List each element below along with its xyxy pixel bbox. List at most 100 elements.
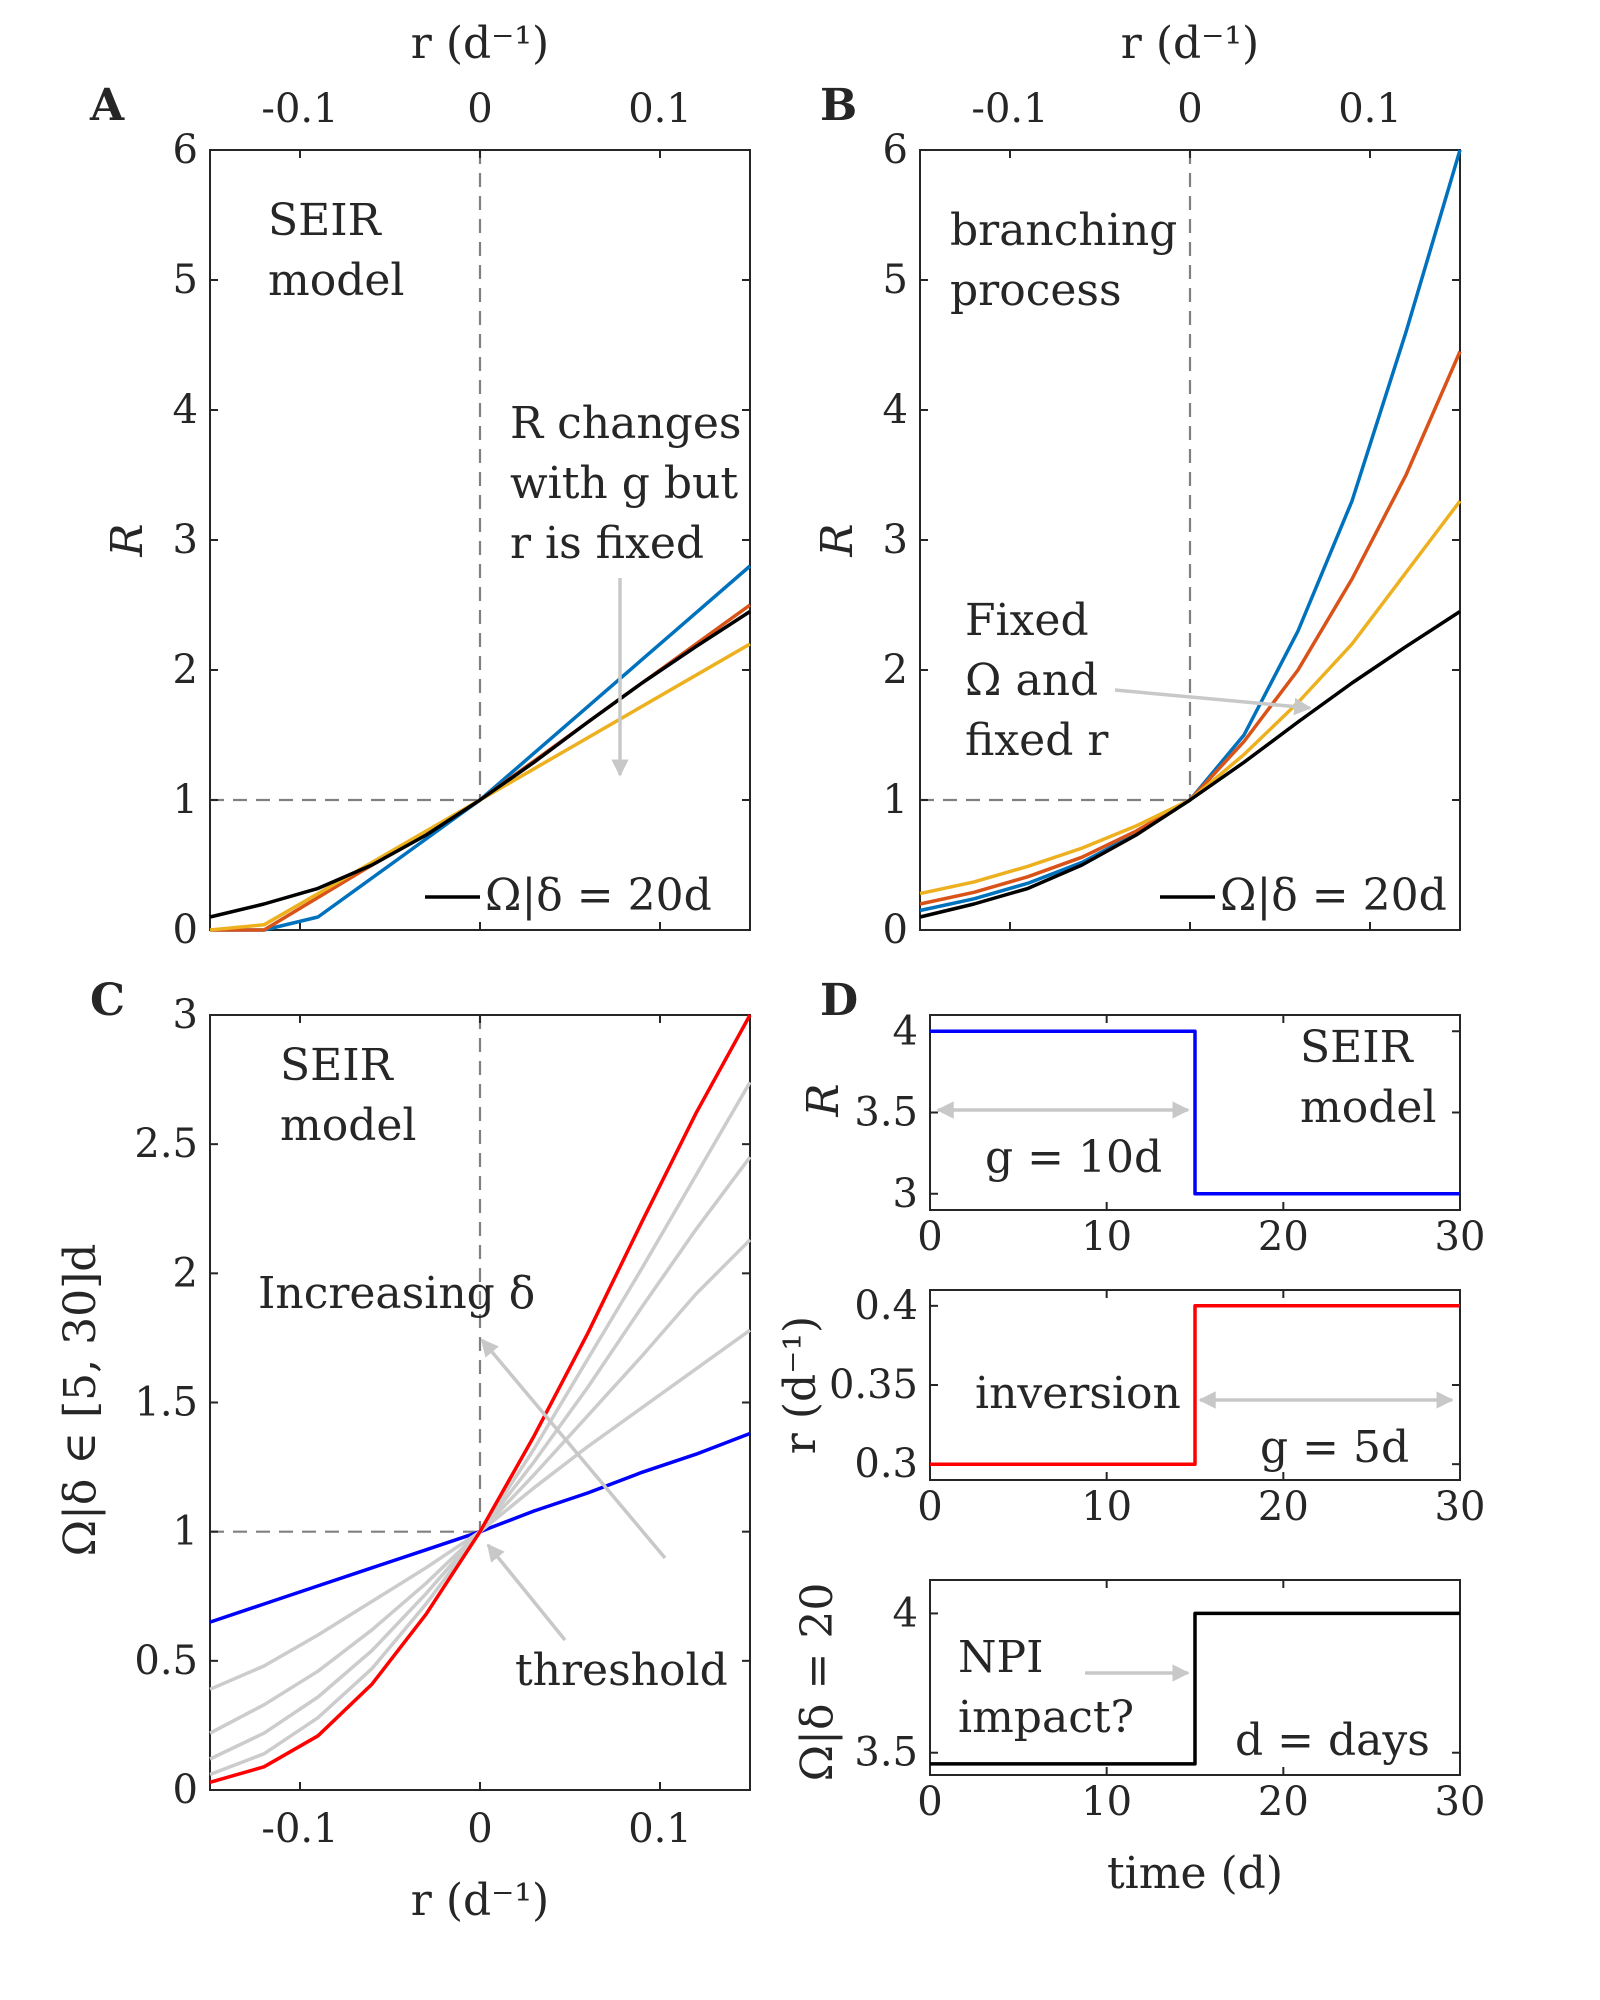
y-tick-label-a-3: 3 xyxy=(173,517,198,563)
annotation-b-line3: fixed r xyxy=(965,715,1109,766)
annotation-days: d = days xyxy=(1235,1715,1430,1766)
annotation-threshold: threshold xyxy=(515,1645,728,1696)
x-tick-label-d3-3: 30 xyxy=(1435,1779,1486,1825)
annotation-a-line1: R changes xyxy=(510,398,741,449)
x-tick-label-d2-3: 30 xyxy=(1435,1484,1486,1530)
series-line-d3-0 xyxy=(930,1611,1460,1766)
x-tick-label-c-2: 0.1 xyxy=(628,1806,692,1852)
plot-area-d1: 3 3.5 4 0 10 20 30 xyxy=(854,1008,1485,1260)
y-axis-label-d3: Ω|δ = 20 xyxy=(792,1583,843,1782)
y-tick-label-a-4: 4 xyxy=(173,387,198,433)
series-line-c-5 xyxy=(209,1014,752,1784)
x-tick-label-d1-2: 20 xyxy=(1258,1214,1309,1260)
annotation-npi-line1: NPI xyxy=(958,1632,1044,1683)
annotation-a-line2: with g but xyxy=(510,458,738,509)
y-tick-label-c-0: 0 xyxy=(173,1767,198,1813)
top-axis-label-b: r (d⁻¹) xyxy=(1121,18,1259,69)
x-tick-label-d3-1: 10 xyxy=(1081,1779,1132,1825)
y-tick-label-b-0: 0 xyxy=(883,907,908,953)
top-axis-label-a: r (d⁻¹) xyxy=(411,18,549,69)
x-tick-label-d3-2: 20 xyxy=(1258,1779,1309,1825)
legend-label-a: Ω|δ = 20d xyxy=(485,870,712,921)
y-tick-label-d1-2: 4 xyxy=(893,1008,918,1054)
x-axis-label-c: r (d⁻¹) xyxy=(411,1875,549,1926)
annotation-npi-line2: impact? xyxy=(958,1692,1134,1743)
x-tick-label-c-1: 0 xyxy=(467,1806,492,1852)
panel-letter-d: D xyxy=(820,975,858,1026)
legend-label-b: Ω|δ = 20d xyxy=(1220,870,1447,921)
x-tick-label-b-2: 0.1 xyxy=(1338,86,1402,132)
threshold-arrow xyxy=(486,1543,567,1642)
plot-area-d3: 3.5 4 0 10 20 30 xyxy=(854,1580,1485,1825)
x-tick-label-d2-2: 20 xyxy=(1258,1484,1309,1530)
annotation-g1: g = 10d xyxy=(985,1132,1162,1183)
x-tick-label-d1-1: 10 xyxy=(1081,1214,1132,1260)
annotation-b-line2: Ω and xyxy=(965,655,1098,706)
model-label-c-line2: model xyxy=(280,1100,417,1151)
model-label-d-line2: model xyxy=(1300,1082,1437,1133)
y-tick-label-d1-1: 3.5 xyxy=(854,1090,918,1136)
series-line-d1-0 xyxy=(930,1029,1460,1196)
y-tick-label-d3-1: 4 xyxy=(893,1590,918,1636)
panel-letter-c: C xyxy=(90,975,125,1026)
panel-letter-b: B xyxy=(820,80,857,131)
y-axis-label-a: R xyxy=(102,523,153,557)
x-tick-label-c-0: -0.1 xyxy=(261,1806,338,1852)
annotation-inversion: inversion xyxy=(975,1368,1181,1419)
model-label-d-line1: SEIR xyxy=(1300,1022,1415,1073)
x-tick-label-b-1: 0 xyxy=(1177,86,1202,132)
y-tick-label-c-2: 1 xyxy=(173,1509,198,1555)
panel-b: 0 1 2 3 4 5 6 -0.1 0 0.1 r (d⁻¹) R branching proc… xyxy=(812,18,1462,953)
series-line-a-3 xyxy=(209,610,751,919)
series-line-d2-0 xyxy=(930,1304,1460,1466)
y-tick-label-d3-0: 3.5 xyxy=(854,1730,918,1776)
x-tick-label-d1-0: 0 xyxy=(917,1214,942,1260)
x-tick-label-a-0: -0.1 xyxy=(261,86,338,132)
plot-area-d2: 0.3 0.35 0.4 0 10 20 30 xyxy=(829,1283,1486,1530)
y-tick-label-c-6: 3 xyxy=(173,992,198,1038)
x-tick-label-a-1: 0 xyxy=(467,86,492,132)
y-tick-label-d1-0: 3 xyxy=(893,1171,918,1217)
panel-d: 33.540 10 20 30 R SEIR model g = 10d 0.30.3… xyxy=(775,1008,1485,1899)
plot-area-a: 0 1 2 3 4 5 6 -0.1 0 0.1 xyxy=(173,86,752,953)
y-tick-label-b-6: 6 xyxy=(883,127,908,173)
y-tick-label-b-5: 5 xyxy=(883,257,908,303)
y-tick-label-d2-2: 0.4 xyxy=(854,1283,918,1329)
y-axis-label-d2: r (d⁻¹) xyxy=(775,1316,826,1454)
plot-area-c: 0 0.5 1 1.5 2 2.5 3 -0.1 0 0.1 xyxy=(134,992,752,1852)
x-tick-label-d1-3: 30 xyxy=(1435,1214,1486,1260)
y-axis-label-b: R xyxy=(812,523,863,557)
x-tick-label-a-2: 0.1 xyxy=(628,86,692,132)
annotation-b-line1: Fixed xyxy=(965,595,1089,646)
model-label-b-line2: process xyxy=(950,265,1122,316)
y-tick-label-c-1: 0.5 xyxy=(134,1638,198,1684)
x-axis-label-d: time (d) xyxy=(1107,1848,1283,1899)
y-axis-label-d1: R xyxy=(798,1083,849,1117)
plot-area-b: 0 1 2 3 4 5 6 -0.1 0 0.1 xyxy=(883,86,1462,953)
annotation-g2: g = 5d xyxy=(1260,1422,1409,1473)
y-tick-label-a-5: 5 xyxy=(173,257,198,303)
model-label-b-line1: branching xyxy=(950,205,1177,256)
series-line-b-3 xyxy=(919,610,1461,919)
annotation-arrow-b xyxy=(1114,688,1312,716)
y-tick-label-b-4: 4 xyxy=(883,387,908,433)
y-tick-label-a-6: 6 xyxy=(173,127,198,173)
y-tick-label-c-3: 1.5 xyxy=(134,1380,198,1426)
x-tick-label-d3-0: 0 xyxy=(917,1779,942,1825)
y-tick-label-b-1: 1 xyxy=(883,777,908,823)
y-axis-label-c: Ω|δ ∈ [5, 30]d xyxy=(55,1244,106,1557)
y-tick-label-c-5: 2.5 xyxy=(134,1121,198,1167)
model-label-c-line1: SEIR xyxy=(280,1040,395,1091)
y-tick-label-b-3: 3 xyxy=(883,517,908,563)
y-tick-label-d2-0: 0.3 xyxy=(854,1441,918,1487)
annotation-increasing: Increasing δ xyxy=(258,1268,535,1319)
increasing-arrow xyxy=(480,1338,667,1560)
y-tick-label-b-2: 2 xyxy=(883,647,908,693)
annotation-a-line3: r is fixed xyxy=(510,518,704,569)
x-tick-label-d2-1: 10 xyxy=(1081,1484,1132,1530)
x-tick-label-d2-0: 0 xyxy=(917,1484,942,1530)
model-label-a-line1: SEIR xyxy=(268,195,383,246)
y-tick-label-d2-1: 0.35 xyxy=(829,1362,918,1408)
x-tick-label-b-0: -0.1 xyxy=(971,86,1048,132)
